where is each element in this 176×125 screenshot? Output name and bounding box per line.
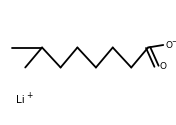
Text: −: −	[171, 38, 176, 44]
Text: O: O	[166, 40, 173, 50]
Text: +: +	[26, 91, 33, 100]
Text: O: O	[159, 62, 166, 71]
Text: Li: Li	[16, 95, 25, 105]
